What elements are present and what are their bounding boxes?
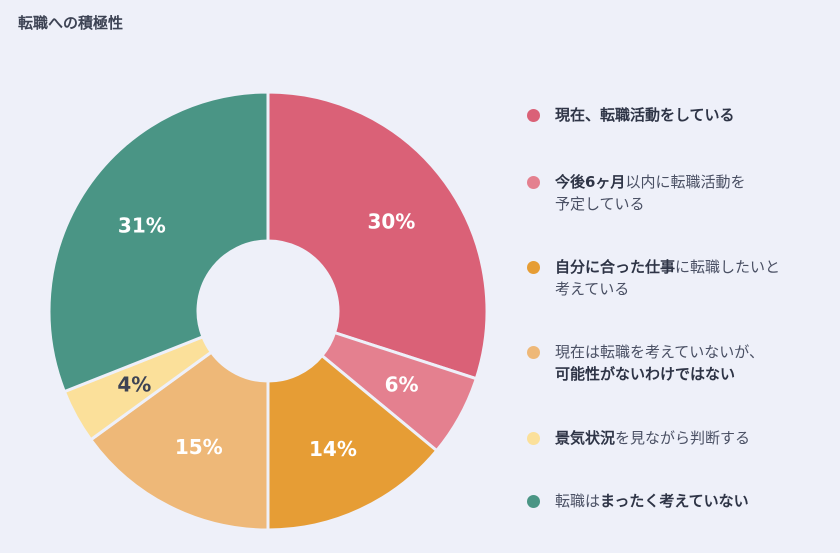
legend-text-segment: まったく考えていない <box>600 492 749 510</box>
legend-text-segment: 自分に合った仕事 <box>555 258 676 276</box>
legend-item-0: 現在、転職活動をしている <box>527 104 832 126</box>
legend-label: 転職はまったく考えていない <box>555 490 832 512</box>
legend-text-segment: 景気状況 <box>555 429 616 447</box>
legend-text-segment: 以内に転職活動を <box>625 173 746 191</box>
legend-text-segment: に転職したいと <box>675 258 781 276</box>
donut-slice-5 <box>47 90 270 394</box>
legend-text-segment: 可能性がないわけではない <box>555 365 736 383</box>
donut-slice-3 <box>89 350 270 532</box>
legend-label: 現在は転職を考えていないが、 可能性がないわけではない <box>555 341 832 385</box>
donut-chart: 30% 6% 14% 15% 4% 31% <box>47 90 489 532</box>
donut-slice-2 <box>266 354 439 532</box>
legend-item-5: 転職はまったく考えていない <box>527 490 832 512</box>
legend-item-3: 現在は転職を考えていないが、 可能性がないわけではない <box>527 341 832 385</box>
legend-swatch <box>527 261 540 274</box>
legend-swatch <box>527 495 540 508</box>
legend-text-segment: 予定している <box>555 195 645 213</box>
legend-item-1: 今後6ヶ月以内に転職活動を予定している <box>527 171 832 215</box>
legend-label: 自分に合った仕事に転職したいと考えている <box>555 256 832 300</box>
legend-text-segment: 考えている <box>555 280 630 298</box>
donut-slice-0 <box>266 90 489 381</box>
legend-label: 今後6ヶ月以内に転職活動を予定している <box>555 171 832 215</box>
slice-label-1: 6% <box>385 372 419 396</box>
legend-label: 景気状況を見ながら判断する <box>555 427 832 449</box>
legend-text-segment: 現在は転職を考えていないが、 <box>555 343 764 361</box>
legend-swatch <box>527 346 540 359</box>
legend-text-segment: 転職は <box>555 492 601 510</box>
legend-item-2: 自分に合った仕事に転職したいと考えている <box>527 256 832 300</box>
slice-label-5: 31% <box>118 213 166 237</box>
legend-item-4: 景気状況を見ながら判断する <box>527 427 832 449</box>
slice-label-4: 4% <box>117 372 151 396</box>
legend-label: 現在、転職活動をしている <box>555 104 832 126</box>
legend-text-segment: を見ながら判断する <box>615 429 751 447</box>
slice-label-0: 30% <box>367 209 415 233</box>
chart-title: 転職への積極性 <box>18 14 124 32</box>
legend-text-segment: 現在、転職活動をしている <box>555 106 735 124</box>
slice-label-2: 14% <box>309 437 357 461</box>
legend-swatch <box>527 432 540 445</box>
legend-swatch <box>527 176 540 189</box>
legend-text-segment: 今後6ヶ月 <box>555 173 626 191</box>
legend-swatch <box>527 109 540 122</box>
slice-label-3: 15% <box>175 435 223 459</box>
